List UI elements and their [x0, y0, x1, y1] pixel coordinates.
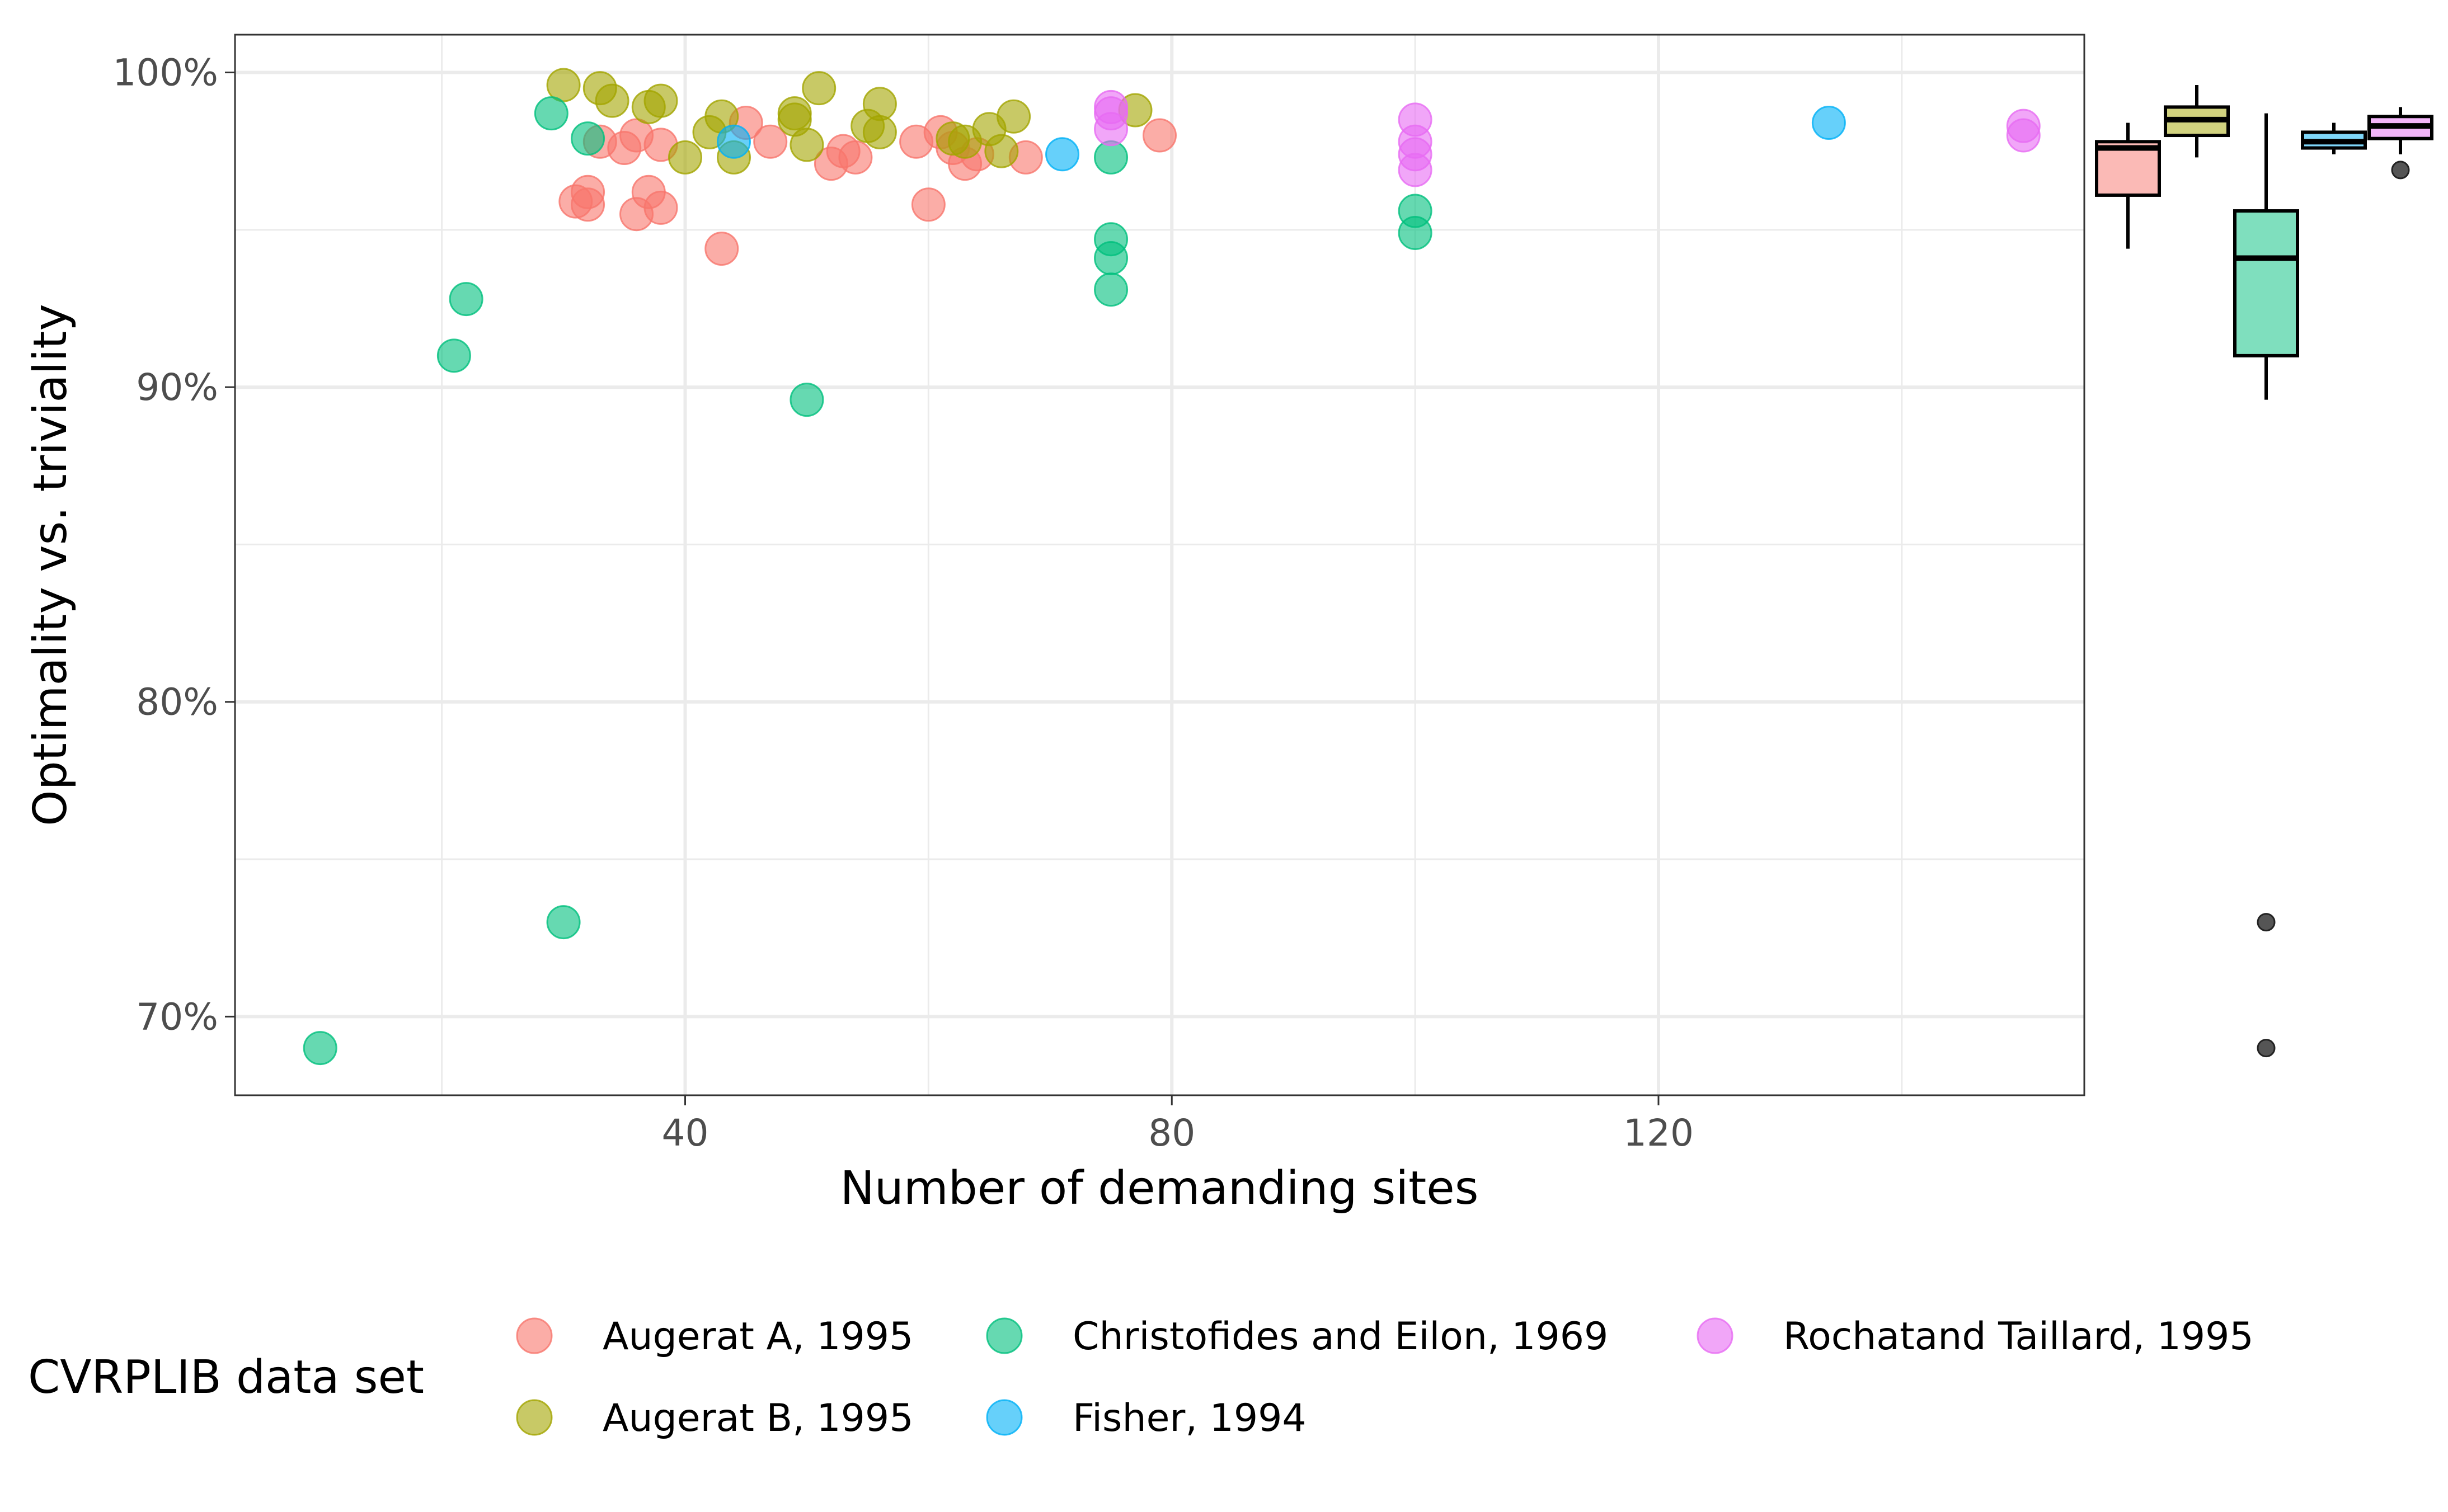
legend-label: Augerat B, 1995	[603, 1396, 913, 1440]
data-point	[1398, 215, 1432, 250]
y-axis-ticks: 70% 80% 90% 100%	[112, 51, 235, 1038]
legend: Augerat A, 1995 Augerat B, 1995 Christofid…	[516, 1315, 2254, 1440]
data-point	[1811, 106, 1846, 140]
y-tick-label: 100%	[112, 51, 218, 95]
data-point	[449, 282, 483, 317]
data-point	[862, 115, 897, 149]
x-tick-label: 40	[662, 1111, 709, 1155]
data-point	[838, 140, 873, 175]
legend-key	[516, 1317, 553, 1354]
plot-panel-border	[234, 34, 2085, 1096]
data-point	[2006, 118, 2041, 153]
y-tick-label: 80%	[136, 681, 218, 724]
data-point	[790, 383, 824, 417]
legend-label: Fisher, 1994	[1073, 1396, 1307, 1440]
legend-key	[516, 1399, 553, 1436]
data-point	[303, 1031, 337, 1066]
data-point	[571, 175, 605, 209]
boxplot-box	[2233, 209, 2299, 357]
legend-title: CVRPLIB data set	[28, 1351, 424, 1404]
data-point	[595, 83, 629, 118]
data-point	[643, 83, 678, 118]
data-point	[753, 124, 788, 159]
plot-points	[303, 68, 2041, 1066]
legend-key	[986, 1317, 1023, 1354]
data-point	[1094, 272, 1129, 307]
data-point	[1094, 241, 1129, 275]
data-point	[1094, 96, 1129, 131]
y-tick-label: 70%	[136, 995, 218, 1038]
data-point	[546, 905, 581, 940]
x-tick-label: 120	[1623, 1111, 1694, 1155]
data-point	[1045, 137, 1080, 172]
data-point	[802, 71, 837, 106]
x-tick-label: 80	[1148, 1111, 1195, 1155]
plot-grid	[235, 35, 2084, 1095]
legend-label: Christofides and Eilon, 1969	[1073, 1315, 1608, 1359]
data-point	[1143, 118, 1177, 153]
legend-label: Augerat A, 1995	[603, 1315, 913, 1359]
data-point	[984, 134, 1019, 168]
x-axis-label: Number of demanding sites	[840, 1162, 1479, 1215]
data-point	[571, 121, 605, 156]
x-axis-ticks: 40 80 120	[662, 1095, 1694, 1155]
legend-key	[986, 1399, 1023, 1436]
data-point	[716, 124, 751, 159]
data-point	[534, 96, 568, 131]
legend-label: Rochatand Taillard, 1995	[1783, 1315, 2254, 1359]
legend-key	[1697, 1317, 1733, 1354]
data-point	[790, 128, 824, 162]
data-point	[704, 232, 739, 266]
y-axis-label: Optimality vs. triviality	[24, 304, 77, 826]
data-point	[436, 338, 471, 373]
boxplot-outlier	[2391, 161, 2410, 180]
boxplot-outlier	[2257, 1039, 2276, 1058]
y-tick-label: 90%	[136, 366, 218, 409]
data-point	[997, 99, 1031, 134]
data-point	[911, 187, 946, 222]
data-point	[668, 140, 703, 175]
data-point	[546, 68, 581, 102]
data-point	[643, 190, 678, 225]
boxplot-outlier	[2257, 913, 2276, 932]
data-point	[1398, 153, 1432, 187]
marginal-boxplots	[2095, 85, 2433, 1058]
